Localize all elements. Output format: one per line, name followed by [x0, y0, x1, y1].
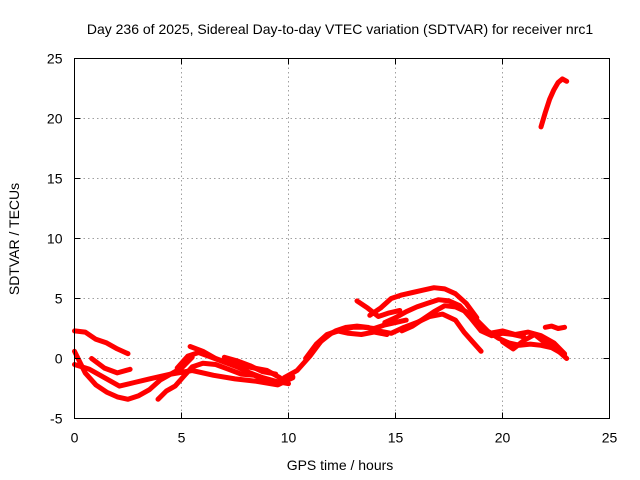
- tick-layer: 0 5 10 15 20 25 -5 0 5 10 15 20 25: [47, 51, 618, 446]
- y-tick-label: 0: [55, 351, 63, 367]
- y-tick-label: 25: [47, 51, 63, 67]
- series-satellite-track-4: [89, 356, 133, 376]
- chart-title: Day 236 of 2025, Sidereal Day-to-day VTE…: [87, 21, 593, 37]
- y-axis-label: SDTVAR / TECUs: [6, 183, 22, 295]
- series-satellite-track-1: [72, 328, 131, 357]
- x-axis-label: GPS time / hours: [287, 457, 394, 473]
- series-satellite-track-16: [487, 328, 568, 357]
- x-tick-label: 10: [281, 430, 297, 446]
- y-tick-label: 10: [47, 231, 63, 247]
- data-layer: [72, 76, 570, 402]
- x-tick-label: 25: [602, 430, 618, 446]
- series-satellite-track-12: [354, 298, 403, 319]
- series-satellite-track-13: [367, 285, 480, 321]
- x-tick-label: 15: [388, 430, 404, 446]
- series-satellite-track-15: [399, 303, 568, 358]
- series-satellite-track-8: [221, 354, 279, 377]
- series-satellite-track-17: [500, 332, 570, 361]
- series-satellite-track-11: [311, 311, 484, 354]
- grid-layer: [74, 58, 610, 419]
- y-tick-label: 20: [47, 111, 63, 127]
- y-tick-label: 15: [47, 171, 63, 187]
- y-tick-label: 5: [55, 291, 63, 307]
- series-satellite-track-18: [542, 323, 568, 331]
- x-tick-label: 0: [71, 430, 79, 446]
- series-satellite-track-3: [72, 362, 296, 389]
- y-tick-label: -5: [50, 411, 63, 427]
- series-satellite-track-19: [538, 76, 570, 130]
- x-tick-label: 5: [178, 430, 186, 446]
- x-tick-label: 20: [495, 430, 511, 446]
